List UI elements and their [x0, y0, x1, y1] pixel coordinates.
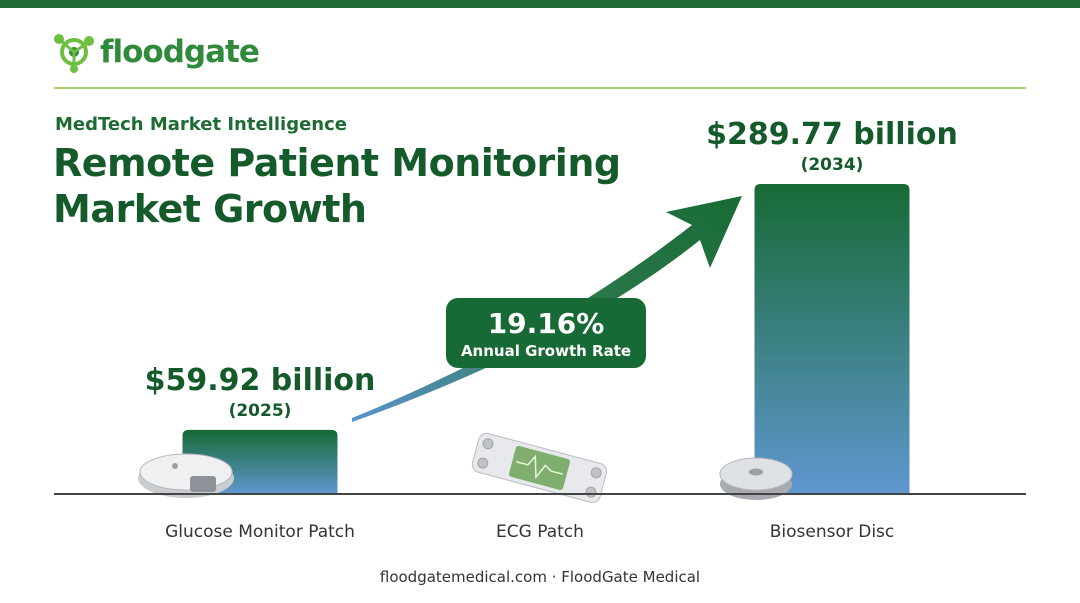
biosensor-disc-icon [719, 457, 793, 500]
page-title: Remote Patient Monitoring Market Growth [53, 140, 621, 232]
network-logo-icon [54, 34, 94, 73]
growth-rate-label: Annual Growth Rate [461, 342, 631, 360]
brand-name: floodgate [100, 34, 260, 70]
footer-credit: floodgatemedical.com · FloodGate Medical [379, 568, 701, 586]
header-divider [54, 87, 1026, 89]
growth-rate-badge: 19.16% Annual Growth Rate [446, 298, 646, 368]
top-accent-bar [0, 0, 1080, 8]
bar-value-label: $59.92 billion [145, 363, 376, 398]
bar-value-label: $289.77 billion [706, 117, 958, 152]
bar-year-label: (2034) [801, 155, 864, 175]
eyebrow-label: MedTech Market Intelligence [55, 114, 347, 135]
title-line-1: Remote Patient Monitoring [53, 141, 621, 185]
glucose-patch-icon [138, 453, 234, 498]
category-label: Biosensor Disc [770, 522, 895, 542]
brand-logo[interactable]: floodgate [52, 30, 260, 74]
bar-year-label: (2025) [229, 401, 292, 421]
category-label: ECG Patch [496, 522, 584, 542]
category-label: Glucose Monitor Patch [165, 522, 355, 542]
bar-biosensor-disc [754, 184, 910, 494]
growth-arrow [352, 196, 742, 422]
growth-rate-value: 19.16% [488, 307, 605, 340]
ecg-patch-icon [471, 432, 608, 504]
title-line-2: Market Growth [53, 187, 367, 231]
